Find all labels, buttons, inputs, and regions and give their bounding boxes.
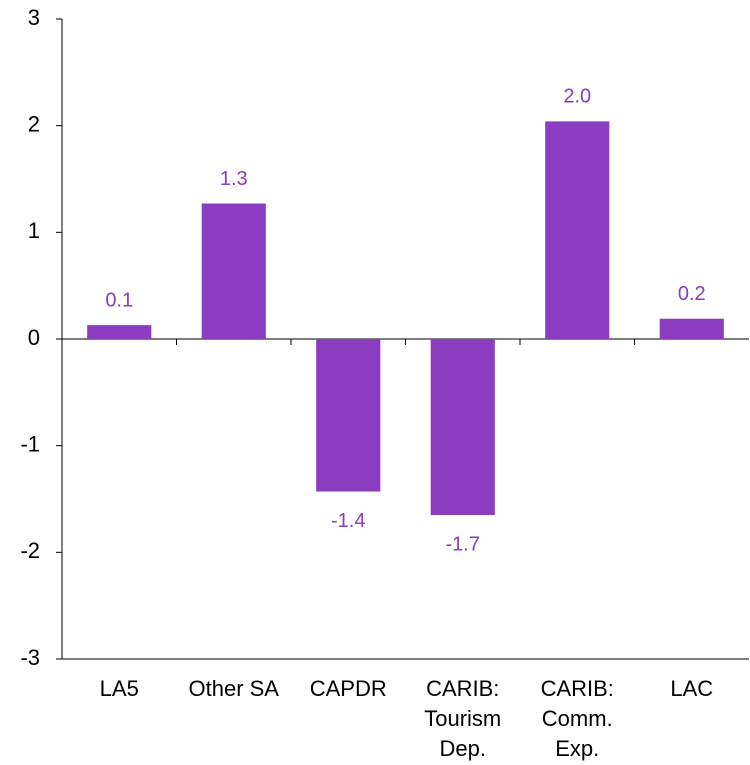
y-tick-label: 2 [28,111,40,136]
value-label: -1.7 [446,533,480,555]
y-tick-label: -2 [20,538,40,563]
x-tick-label: LA5 [100,676,139,701]
value-label: 1.3 [220,168,248,190]
x-tick-label: CARIB: [541,676,614,701]
x-tick-label: CAPDR [310,676,387,701]
bar [430,339,495,515]
value-label: 2.0 [563,86,591,108]
x-tick-label: LAC [670,676,713,701]
bar [316,339,381,492]
x-tick-label: Exp. [555,736,599,761]
x-tick-label: Comm. [542,706,613,731]
value-label: 0.2 [678,283,706,305]
bar [659,318,724,339]
y-tick-label: -1 [20,431,40,456]
value-label: 0.1 [105,289,133,311]
bar [545,121,610,340]
y-tick-label: 0 [28,325,40,350]
bar [87,325,152,339]
y-tick-label: 3 [28,5,40,30]
bar [201,203,266,339]
value-label: -1.4 [331,510,365,532]
x-tick-label: CARIB: [426,676,499,701]
x-tick-label: Other SA [189,676,280,701]
y-tick-label: 1 [28,218,40,243]
y-tick-label: -3 [20,645,40,670]
x-tick-label: Dep. [440,736,486,761]
x-tick-label: Tourism [424,706,501,731]
